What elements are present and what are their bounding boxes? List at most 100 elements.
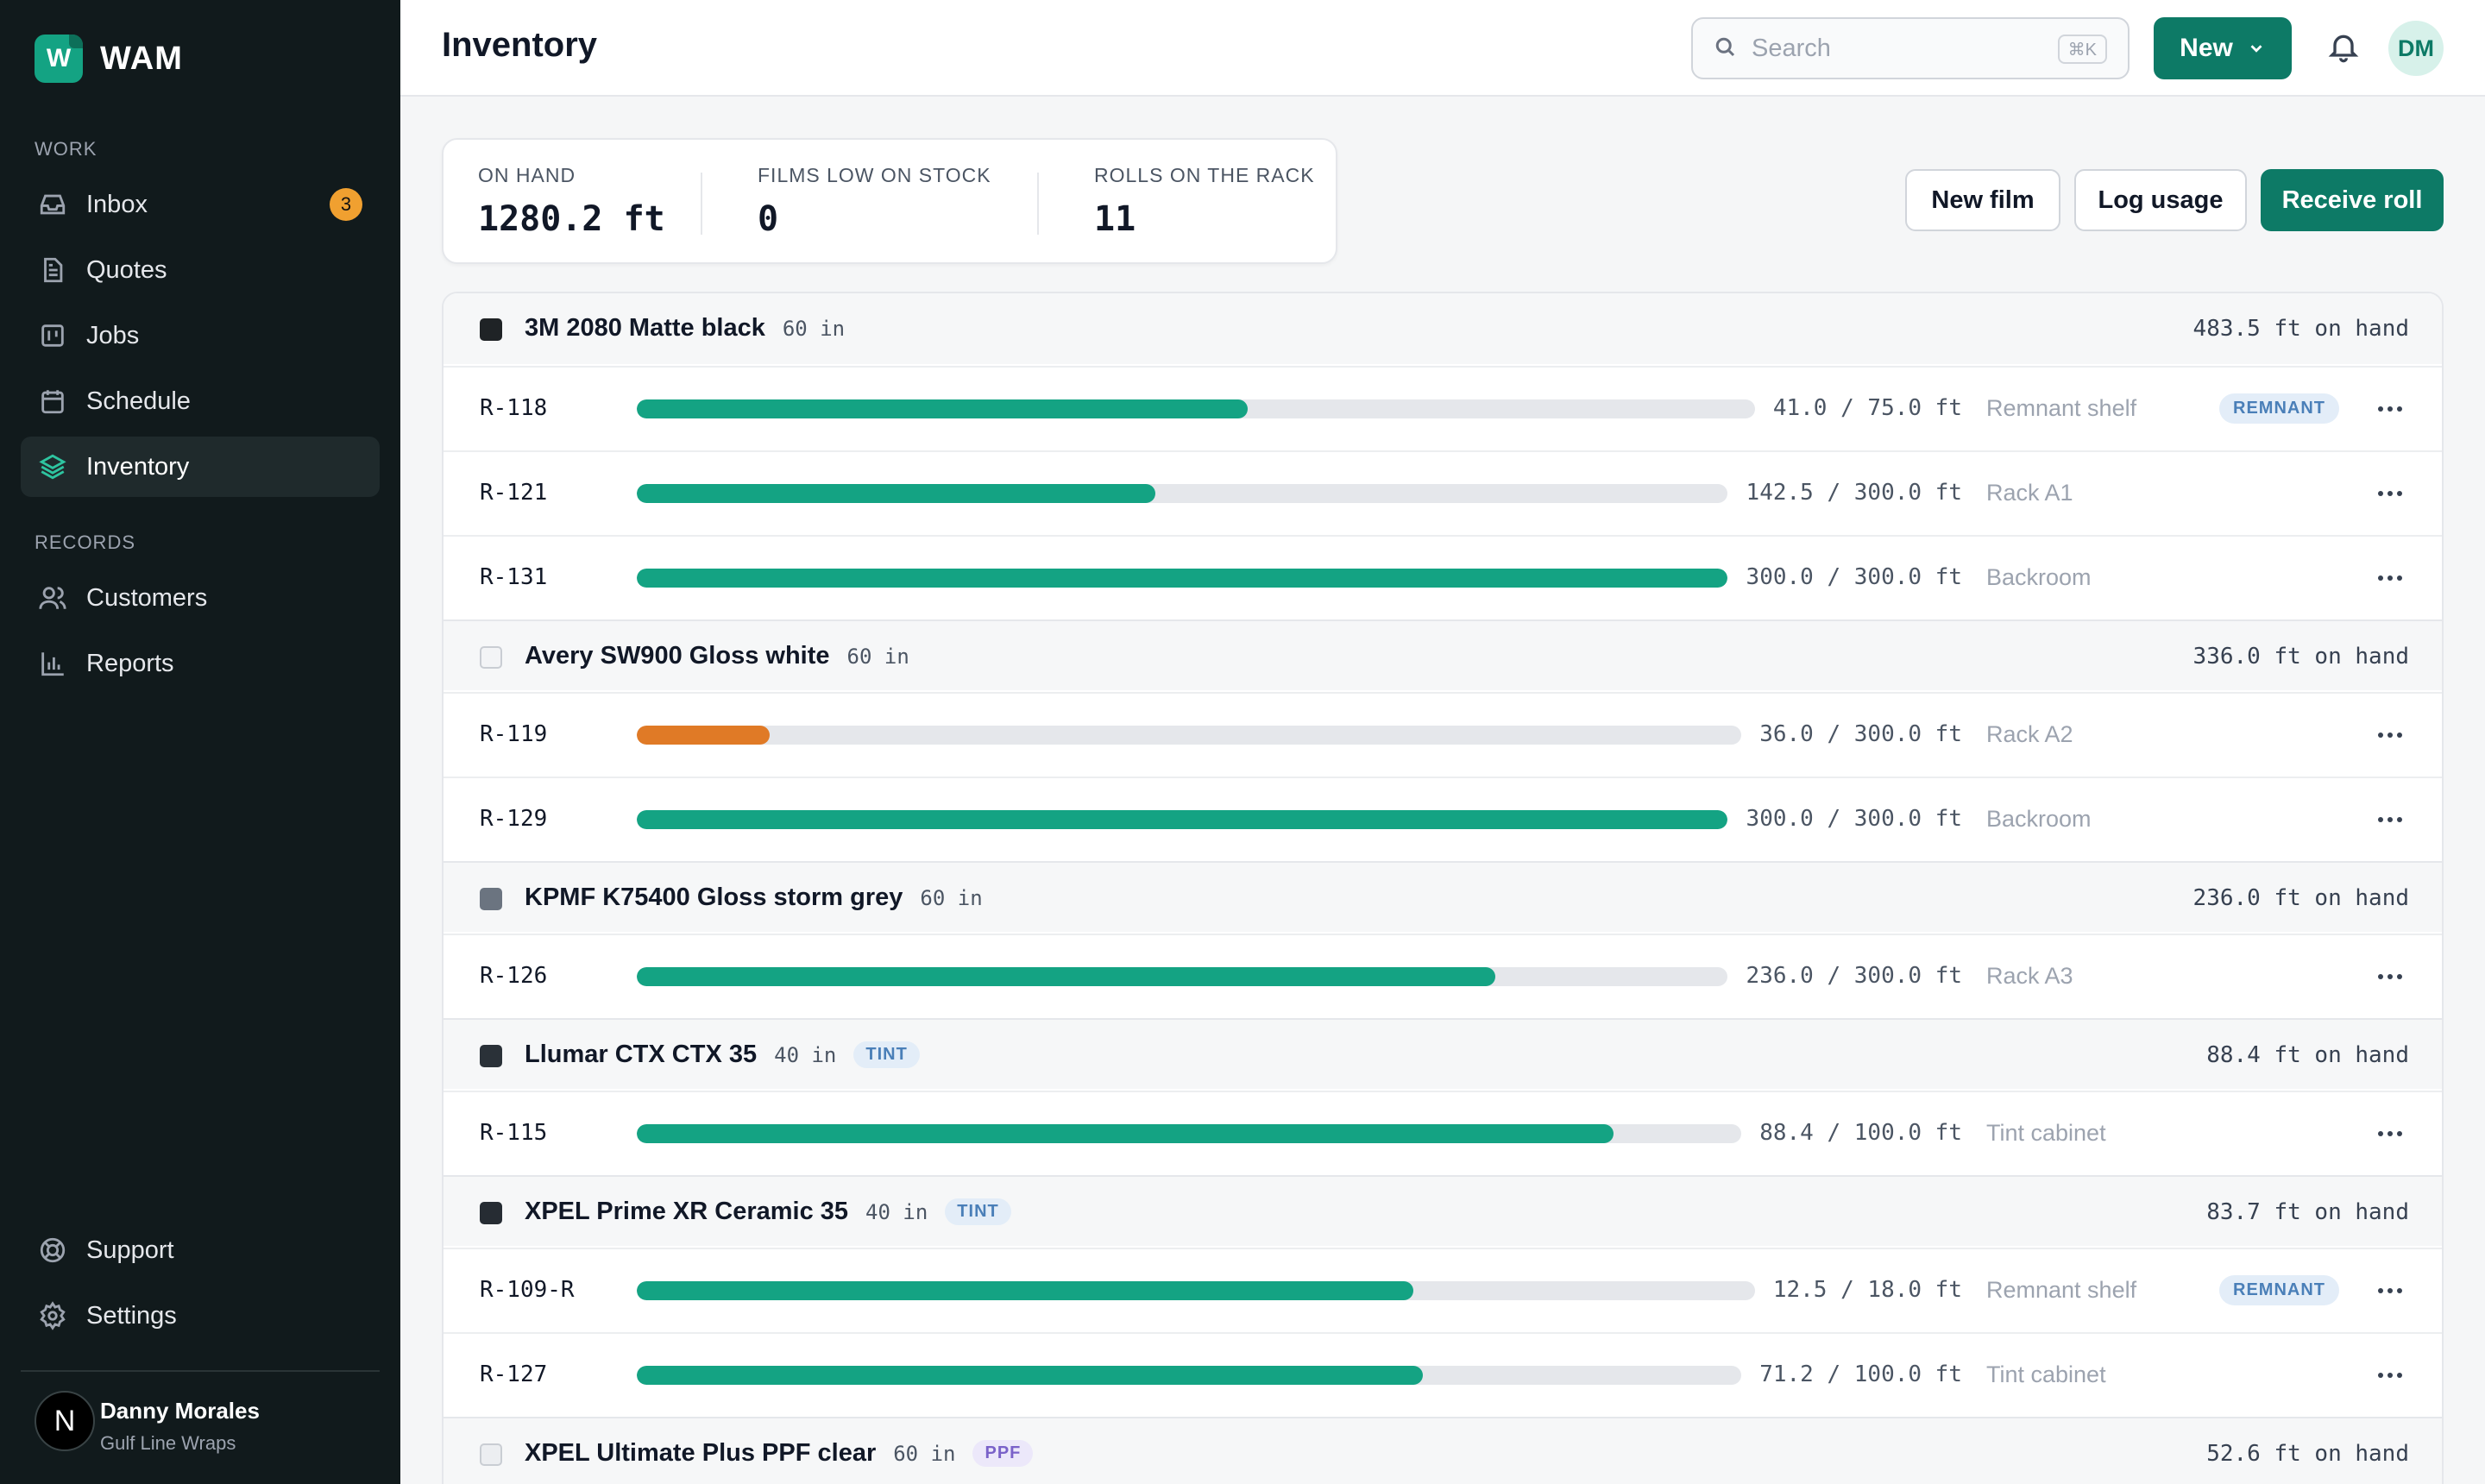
film-group-row[interactable]: Llumar CTX CTX 35 40 in TINT 88.4 ft on han… — [444, 1018, 2442, 1089]
roll-row[interactable]: R-115 88.4 / 100.0 ft Tint cabinet — [444, 1091, 2442, 1173]
film-type-tag: TINT — [945, 1198, 1011, 1225]
roll-row[interactable]: R-119 36.0 / 300.0 ft Rack A2 — [444, 692, 2442, 775]
avatar[interactable]: DM — [2388, 21, 2444, 76]
roll-location: Backroom — [1986, 564, 2092, 590]
roll-quantity: 71.2 / 100.0 ft — [1759, 1361, 1962, 1387]
roll-progress-bar — [637, 484, 1728, 503]
roll-progress-fill — [637, 967, 1495, 986]
user-name: Danny Morales — [100, 1398, 260, 1424]
sidebar-item-customers[interactable]: Customers — [21, 568, 380, 628]
roll-row[interactable]: R-109-R 12.5 / 18.0 ft Remnant shelf REMNAN… — [444, 1248, 2442, 1330]
roll-row[interactable]: R-118 41.0 / 75.0 ft Remnant shelf REMNANT — [444, 366, 2442, 449]
film-name-text: 3M 2080 Matte black — [525, 314, 765, 342]
sidebar-item-support[interactable]: Support — [21, 1220, 380, 1280]
sidebar-item-reports[interactable]: Reports — [21, 633, 380, 694]
roll-progress-bar — [637, 569, 1728, 588]
film-group-row[interactable]: KPMF K75400 Gloss storm grey 60 in 236.0 f… — [444, 861, 2442, 932]
sidebar-item-schedule[interactable]: Schedule — [21, 371, 380, 431]
stat-value: 11 — [1094, 199, 1136, 239]
film-color-swatch — [480, 1443, 502, 1466]
nav-section-records: RECORDS — [35, 531, 136, 553]
film-name: KPMF K75400 Gloss storm grey 60 in — [525, 883, 983, 912]
stat-label: ROLLS ON THE RACK — [1094, 164, 1315, 186]
roll-progress-fill — [637, 1281, 1413, 1300]
bar-chart-icon — [38, 649, 67, 678]
film-total-on-hand: 236.0 ft on hand — [2192, 885, 2409, 911]
roll-quantity: 236.0 / 300.0 ft — [1746, 963, 1962, 989]
more-options-icon[interactable] — [2373, 1118, 2407, 1149]
roll-id: R-127 — [480, 1361, 548, 1387]
roll-progress-bar — [637, 726, 1741, 745]
sidebar-divider — [21, 1370, 380, 1372]
user-org: Gulf Line Wraps — [100, 1432, 236, 1454]
remnant-badge: REMNANT — [2219, 393, 2339, 424]
roll-progress-fill — [637, 569, 1728, 588]
roll-location: Backroom — [1986, 806, 2092, 832]
roll-id: R-131 — [480, 564, 548, 590]
film-total-on-hand: 88.4 ft on hand — [2206, 1042, 2409, 1068]
film-color-swatch — [480, 318, 502, 341]
log-usage-button[interactable]: Log usage — [2074, 169, 2247, 231]
roll-id: R-129 — [480, 806, 548, 832]
stat-divider — [701, 173, 702, 235]
film-color-swatch — [480, 646, 502, 669]
roll-location: Remnant shelf — [1986, 1277, 2137, 1303]
more-options-icon[interactable] — [2373, 720, 2407, 751]
roll-row[interactable]: R-127 71.2 / 100.0 ft Tint cabinet — [444, 1332, 2442, 1415]
film-group-row[interactable]: XPEL Ultimate Plus PPF clear 60 in PPF 52.6… — [444, 1417, 2442, 1484]
stat-label: ON HAND — [478, 164, 576, 186]
more-options-icon[interactable] — [2373, 393, 2407, 424]
stat-divider — [1037, 173, 1039, 235]
more-options-icon[interactable] — [2373, 563, 2407, 594]
roll-row[interactable]: R-121 142.5 / 300.0 ft Rack A1 — [444, 450, 2442, 533]
roll-quantity: 12.5 / 18.0 ft — [1772, 1277, 1962, 1303]
stats-card: ON HAND 1280.2 ft FILMS LOW ON STOCK 0 R… — [442, 138, 1337, 264]
film-group-row[interactable]: Avery SW900 Gloss white 60 in 336.0 ft on … — [444, 619, 2442, 690]
stat-rolls: ROLLS ON THE RACK 11 — [1094, 164, 1315, 239]
user-avatar[interactable]: N — [35, 1391, 95, 1451]
stat-on-hand: ON HAND 1280.2 ft — [478, 164, 665, 239]
stat-low-stock: FILMS LOW ON STOCK 0 — [758, 164, 991, 239]
remnant-badge: REMNANT — [2219, 1275, 2339, 1305]
sidebar-item-inbox[interactable]: Inbox 3 — [21, 174, 380, 235]
layers-icon — [38, 452, 67, 481]
brand[interactable]: W WAM — [35, 35, 183, 83]
sidebar-item-inventory[interactable]: Inventory — [21, 437, 380, 497]
film-width: 60 in — [893, 1442, 956, 1466]
sidebar-item-quotes[interactable]: Quotes — [21, 240, 380, 300]
roll-location: Remnant shelf — [1986, 395, 2137, 421]
roll-id: R-109-R — [480, 1277, 575, 1303]
film-name-text: KPMF K75400 Gloss storm grey — [525, 883, 903, 911]
roll-quantity: 41.0 / 75.0 ft — [1772, 395, 1962, 421]
more-options-icon[interactable] — [2373, 961, 2407, 992]
sidebar-item-label: Inbox — [86, 190, 148, 218]
sidebar-item-settings[interactable]: Settings — [21, 1286, 380, 1346]
lifebuoy-icon — [38, 1236, 67, 1265]
film-group-row[interactable]: 3M 2080 Matte black 60 in 483.5 ft on hand — [444, 293, 2442, 364]
users-icon — [38, 583, 67, 613]
roll-progress-fill — [637, 1124, 1614, 1143]
film-color-swatch — [480, 1202, 502, 1224]
film-total-on-hand: 483.5 ft on hand — [2192, 316, 2409, 342]
app-logo: W — [35, 35, 83, 83]
film-name: Llumar CTX CTX 35 40 in TINT — [525, 1041, 920, 1069]
more-options-icon[interactable] — [2373, 1360, 2407, 1391]
gear-icon — [38, 1301, 67, 1330]
new-film-button[interactable]: New film — [1905, 169, 2060, 231]
film-group-row[interactable]: XPEL Prime XR Ceramic 35 40 in TINT 83.7 ft… — [444, 1175, 2442, 1246]
sidebar-item-jobs[interactable]: Jobs — [21, 305, 380, 366]
roll-row[interactable]: R-131 300.0 / 300.0 ft Backroom — [444, 535, 2442, 618]
new-button[interactable]: New — [2154, 17, 2292, 79]
calendar-icon — [38, 387, 67, 416]
bell-icon[interactable] — [2326, 29, 2364, 67]
more-options-icon[interactable] — [2373, 478, 2407, 509]
more-options-icon[interactable] — [2373, 804, 2407, 835]
roll-row[interactable]: R-126 236.0 / 300.0 ft Rack A3 — [444, 934, 2442, 1016]
roll-progress-bar — [637, 967, 1728, 986]
receive-roll-button[interactable]: Receive roll — [2261, 169, 2444, 231]
roll-progress-bar — [637, 399, 1755, 418]
roll-row[interactable]: R-129 300.0 / 300.0 ft Backroom — [444, 777, 2442, 859]
more-options-icon[interactable] — [2373, 1275, 2407, 1306]
search-input[interactable]: Search ⌘K — [1691, 17, 2130, 79]
app-name: WAM — [100, 40, 183, 77]
